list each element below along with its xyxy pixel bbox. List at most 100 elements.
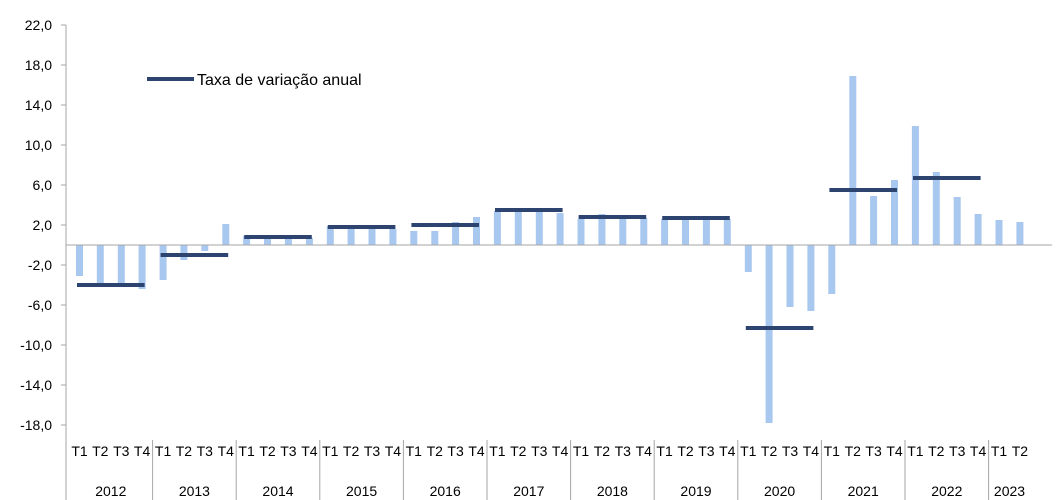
bar-2019-T3 (702, 219, 710, 245)
bar-2016-T2 (431, 231, 439, 245)
quarter-label-2013-T3: T3 (197, 443, 214, 459)
bar-2020-T3 (786, 245, 794, 307)
quarter-label-2014-T3: T3 (280, 443, 297, 459)
bar-2014-T4 (305, 238, 313, 245)
quarter-label-2020-T2: T2 (761, 443, 778, 459)
quarter-label-2018-T3: T3 (615, 443, 632, 459)
quarter-label-2017-T2: T2 (510, 443, 527, 459)
quarter-label-2022-T4: T4 (970, 443, 987, 459)
quarter-label-2018-T4: T4 (636, 443, 653, 459)
y-tick-label-5: 2,0 (33, 217, 53, 233)
bar-2021-T4 (891, 180, 898, 245)
quarter-label-2013-T2: T2 (176, 443, 193, 459)
year-label-2022: 2022 (931, 483, 962, 499)
y-tick-label-8: -10,0 (20, 337, 52, 353)
bar-2013-T2 (180, 245, 188, 260)
quarter-label-2021-T4: T4 (886, 443, 903, 459)
legend-label: Taxa de variação anual (197, 72, 362, 89)
bar-2015-T1 (326, 226, 334, 245)
axes: T1 T2 T3 T4 T1 T2 T3 T4 T1 T2 T3 T4 T1 T2 T3 T4 T1 T2 T3 T4… (20, 17, 1052, 500)
bar-2022-T3 (953, 197, 961, 245)
quarter-label-2019-T1: T1 (656, 443, 673, 459)
quarter-label-2022-T1: T1 (907, 443, 924, 459)
y-tick-label-2: 14,0 (25, 97, 52, 113)
bar-2012-T1 (76, 245, 83, 276)
bar-2023-T1 (995, 220, 1003, 245)
quarter-label-2020-T1: T1 (740, 443, 757, 459)
bar-2013-T1 (159, 245, 167, 280)
quarter-label-2020-T3: T3 (782, 443, 799, 459)
year-label-2012: 2012 (95, 483, 126, 499)
bar-2019-T1 (661, 219, 669, 245)
bar-2019-T2 (682, 219, 689, 245)
bar-2012-T4 (138, 245, 146, 289)
year-label-2018: 2018 (597, 483, 628, 499)
bar-2017-T2 (514, 209, 522, 245)
quarter-label-2014-T2: T2 (259, 443, 276, 459)
year-label-2015: 2015 (346, 483, 377, 499)
bar-2013-T3 (201, 245, 209, 251)
quarter-label-2012-T3: T3 (113, 443, 130, 459)
y-tick-label-6: -2,0 (28, 257, 52, 273)
quarter-label-2013-T1: T1 (155, 443, 172, 459)
quarter-label-2015-T1: T1 (322, 443, 339, 459)
quarter-label-2015-T2: T2 (343, 443, 360, 459)
annual-rate-lines (77, 176, 981, 330)
year-label-2021: 2021 (848, 483, 879, 499)
bar-2016-T1 (410, 231, 418, 245)
year-label-2017: 2017 (513, 483, 544, 499)
bar-2021-T3 (870, 196, 878, 245)
bar-2017-T1 (493, 211, 501, 245)
bar-2012-T3 (117, 245, 125, 286)
year-label-2014: 2014 (262, 483, 293, 499)
quarter-label-2016-T4: T4 (468, 443, 485, 459)
y-tick-label-4: 6,0 (33, 177, 53, 193)
bar-2021-T2 (849, 76, 857, 245)
bar-2018-T1 (577, 219, 585, 245)
year-label-2013: 2013 (179, 483, 210, 499)
bar-2014-T2 (264, 236, 271, 245)
bar-2017-T3 (535, 210, 543, 245)
bar-2018-T4 (640, 218, 648, 245)
bar-2012-T2 (96, 245, 104, 285)
y-tick-label-0: 22,0 (25, 17, 52, 33)
bar-2014-T3 (284, 237, 292, 245)
year-label-2019: 2019 (680, 483, 711, 499)
bar-2015-T4 (389, 229, 397, 245)
bar-2022-T4 (974, 214, 982, 245)
bar-2020-T4 (807, 245, 815, 311)
quarter-label-2012-T2: T2 (92, 443, 109, 459)
quarter-label-2021-T3: T3 (865, 443, 882, 459)
bar-2018-T3 (619, 218, 627, 245)
quarter-label-2015-T4: T4 (385, 443, 402, 459)
bar-2020-T2 (765, 245, 773, 423)
quarter-label-2016-T1: T1 (406, 443, 423, 459)
bar-2016-T3 (452, 222, 460, 245)
quarter-label-2013-T4: T4 (218, 443, 235, 459)
quarter-label-2017-T1: T1 (489, 443, 506, 459)
bar-2015-T2 (347, 227, 355, 245)
bar-2015-T3 (368, 227, 376, 245)
bar-2020-T1 (744, 245, 752, 272)
quarter-label-2012-T4: T4 (134, 443, 151, 459)
quarter-label-2017-T4: T4 (552, 443, 569, 459)
quarter-label-2021-T2: T2 (845, 443, 862, 459)
bar-2019-T4 (723, 219, 731, 245)
quarter-label-2018-T1: T1 (573, 443, 590, 459)
quarterly-bars (76, 76, 1024, 423)
quarter-label-2018-T2: T2 (594, 443, 611, 459)
quarter-label-2014-T4: T4 (301, 443, 318, 459)
bar-2022-T2 (932, 172, 940, 245)
bar-2016-T4 (473, 217, 480, 245)
year-label-2023: 2023 (994, 483, 1025, 499)
quarter-label-2019-T4: T4 (719, 443, 736, 459)
quarter-label-2019-T2: T2 (677, 443, 694, 459)
quarter-label-2019-T3: T3 (698, 443, 715, 459)
bar-2022-T1 (911, 126, 919, 245)
quarter-label-2023-T2: T2 (1012, 443, 1029, 459)
quarter-label-2012-T1: T1 (71, 443, 88, 459)
quarter-label-2020-T4: T4 (803, 443, 820, 459)
quarter-label-2021-T1: T1 (824, 443, 841, 459)
quarter-label-2016-T2: T2 (427, 443, 444, 459)
